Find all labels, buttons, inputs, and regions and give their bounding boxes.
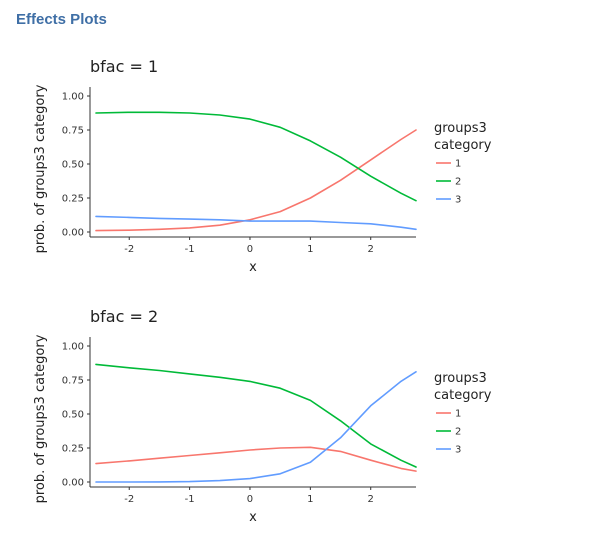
- y-tick-label: 0.00: [62, 228, 84, 239]
- x-axis-title: x: [249, 260, 257, 275]
- legend-title: category: [434, 138, 492, 153]
- x-tick-label: -2: [124, 494, 134, 505]
- panel-title: bfac = 1: [90, 57, 158, 76]
- y-tick-label: 1.00: [62, 92, 84, 103]
- series-line-2: [95, 111, 417, 202]
- y-tick-label: 0.50: [62, 160, 84, 171]
- x-tick-label: 2: [368, 244, 374, 255]
- series-line-3: [95, 215, 417, 231]
- legend-title: groups3: [434, 371, 487, 386]
- x-tick-label: 0: [247, 494, 253, 505]
- x-axis-title: x: [249, 510, 257, 525]
- legend-title: category: [434, 388, 492, 403]
- series-line-3: [95, 371, 417, 483]
- y-tick-label: 0.25: [62, 194, 84, 205]
- y-tick-label: 0.50: [62, 410, 84, 421]
- page-title: Effects Plots: [16, 11, 107, 28]
- legend-label-3: 3: [455, 445, 461, 456]
- y-axis-title: prob. of groups3 category: [33, 84, 48, 253]
- panel-title: bfac = 2: [90, 307, 158, 326]
- effects-plot-bfac-2: bfac = 2 0.00 0.25 0.50 0.75 1.00 -2 -1 0 1 2 x prob…: [33, 307, 492, 525]
- legend-title: groups3: [434, 121, 487, 136]
- x-tick-label: -1: [185, 244, 195, 255]
- legend-label-3: 3: [455, 195, 461, 206]
- x-tick-label: 1: [307, 494, 313, 505]
- series-line-1: [95, 446, 417, 472]
- y-tick-label: 0.75: [62, 126, 84, 137]
- legend-label-1: 1: [455, 159, 461, 170]
- legend-label-2: 2: [455, 177, 461, 188]
- y-tick-label: 1.00: [62, 342, 84, 353]
- x-tick-label: 2: [368, 494, 374, 505]
- legend-label-2: 2: [455, 427, 461, 438]
- series-line-2: [95, 363, 417, 468]
- x-tick-label: 0: [247, 244, 253, 255]
- x-tick-label: 1: [307, 244, 313, 255]
- y-axis-title: prob. of groups3 category: [33, 334, 48, 503]
- x-tick-label: -1: [185, 494, 195, 505]
- y-tick-label: 0.75: [62, 376, 84, 387]
- x-tick-label: -2: [124, 244, 134, 255]
- y-tick-label: 0.25: [62, 444, 84, 455]
- effects-plot-bfac-1: bfac = 1 0.00 0.25 0.50 0.75 1.00 -2 -1 0 1 2 x prob…: [33, 57, 492, 275]
- legend-label-1: 1: [455, 409, 461, 420]
- series-line-1: [95, 129, 417, 232]
- y-tick-label: 0.00: [62, 478, 84, 489]
